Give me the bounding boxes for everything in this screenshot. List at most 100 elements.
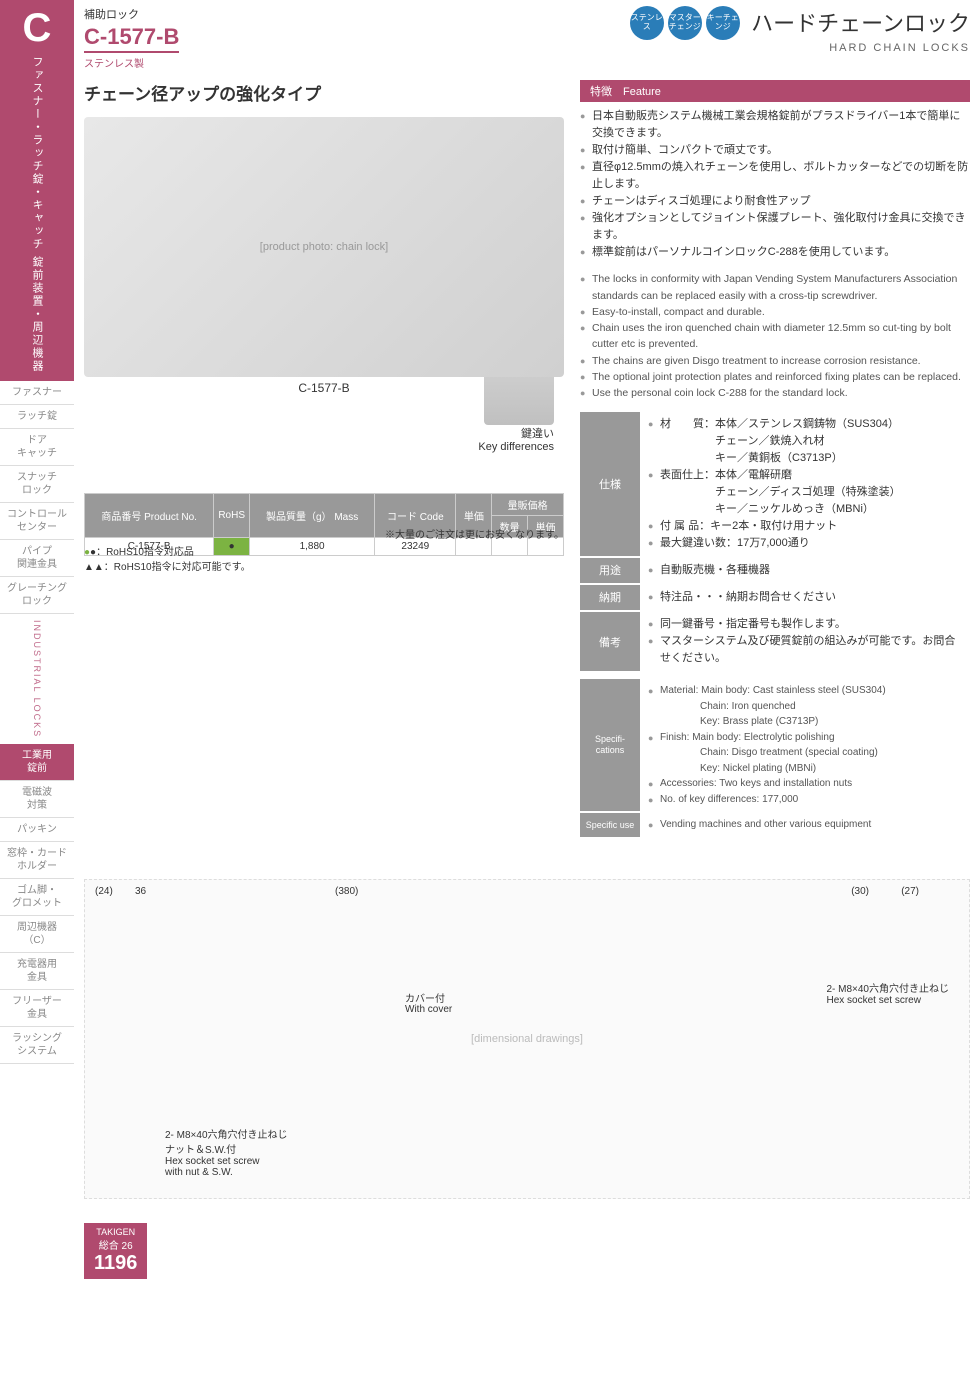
- spec-label: Specific use: [580, 813, 640, 837]
- sidebar-item[interactable]: ファスナー: [0, 381, 74, 405]
- spec-blocks-jp: 仕様材 質：本体／ステンレス鋼鋳物（SUS304） チェーン／鉄焼入れ材 キー／…: [580, 412, 970, 672]
- spec-item: マスターシステム及び硬質錠前の組込みが可能です。お問合せください。: [648, 633, 962, 667]
- sidebar-item[interactable]: ドア キャッチ: [0, 429, 74, 466]
- part-number: C-1577-B: [84, 24, 179, 53]
- section-text-jp: ファスナー・ラッチ錠・キャッチ 錠前装置・周辺機器: [29, 56, 45, 373]
- title-en: HARD CHAIN LOCKS: [524, 42, 970, 54]
- spec-item: Material: Main body: Cast stainless stee…: [648, 683, 962, 730]
- product-image: [product photo: chain lock]: [84, 117, 564, 377]
- spec-body: 自動販売機・各種機器: [640, 558, 970, 583]
- sidebar-item[interactable]: パイプ 関連金具: [0, 540, 74, 577]
- feature-item: 日本自動販売システム機械工業会規格錠前がプラスドライバー1本で簡単に交換できます…: [580, 108, 970, 142]
- th-bulk: 量販価格: [492, 494, 564, 516]
- feature-item: 取付け簡単、コンパクトで頑丈です。: [580, 142, 970, 159]
- headline: チェーン径アップの強化タイプ: [84, 80, 564, 105]
- sidebar-item[interactable]: ゴム脚・ グロメット: [0, 879, 74, 916]
- spec-body: 特注品・・・納期お問合せください: [640, 585, 970, 610]
- sidebar-item[interactable]: 窓枠・カード ホルダー: [0, 842, 74, 879]
- spec-block: 仕様材 質：本体／ステンレス鋼鋳物（SUS304） チェーン／鉄焼入れ材 キー／…: [580, 412, 970, 556]
- brand: TAKIGEN: [94, 1227, 137, 1237]
- spec-label: 納期: [580, 585, 640, 610]
- spec-label: 備考: [580, 612, 640, 671]
- feature-list-jp: 日本自動販売システム機械工業会規格錠前がプラスドライバー1本で簡単に交換できます…: [580, 108, 970, 261]
- spec-item: Accessories: Two keys and installation n…: [648, 776, 962, 792]
- spec-item: No. of key differences: 177,000: [648, 792, 962, 808]
- cover-label-jp: カバー付: [405, 990, 445, 1005]
- cover-label-en: With cover: [405, 1004, 452, 1015]
- feature-item-en: The chains are given Disgo treatment to …: [580, 353, 970, 369]
- spec-item: 特注品・・・納期お問合せください: [648, 589, 962, 606]
- sidebar-item[interactable]: パッキン: [0, 818, 74, 842]
- page-number: 1196: [94, 1252, 137, 1275]
- spec-item: 自動販売機・各種機器: [648, 562, 962, 579]
- badge: キーチェンジ: [706, 6, 740, 40]
- dim: (380): [335, 886, 358, 897]
- spec-label: 用途: [580, 558, 640, 583]
- dim: (27): [901, 886, 919, 897]
- spec-item: 材 質：本体／ステンレス鋼鋳物（SUS304） チェーン／鉄焼入れ材 キー／黄銅…: [648, 416, 962, 467]
- spec-block: 納期特注品・・・納期お問合せください: [580, 585, 970, 610]
- feature-header: 特徴 Feature: [580, 80, 970, 102]
- feature-list-en: The locks in conformity with Japan Vendi…: [580, 271, 970, 401]
- bulk-note: ※大量のご注文は更にお安くなります。: [84, 526, 564, 541]
- spec-item: 表面仕上：本体／電解研磨 チェーン／ディスゴ処理（特殊塗装） キー／ニッケルめっ…: [648, 467, 962, 518]
- spec-label: 仕様: [580, 412, 640, 556]
- material-label: ステンレス製: [84, 55, 504, 70]
- spec-body: Material: Main body: Cast stainless stee…: [640, 679, 970, 811]
- footer-section: 総合 26: [94, 1237, 137, 1252]
- page-badge: TAKIGEN 総合 26 1196: [84, 1223, 147, 1279]
- spec-block: 備考同一鍵番号・指定番号も製作します。マスターシステム及び硬質錠前の組込みが可能…: [580, 612, 970, 671]
- spec-item: 同一鍵番号・指定番号も製作します。: [648, 616, 962, 633]
- section-letter: C: [4, 8, 70, 48]
- sidebar-item[interactable]: ラッチ錠: [0, 405, 74, 429]
- spec-item: Finish: Main body: Electrolytic polishin…: [648, 730, 962, 777]
- spec-block: Specifi- cationsMaterial: Main body: Cas…: [580, 679, 970, 811]
- sidebar-item[interactable]: 電磁波 対策: [0, 781, 74, 818]
- feature-item: 直径φ12.5mmの焼入れチェーンを使用し、ボルトカッターなどでの切断を防止しま…: [580, 159, 970, 193]
- spec-body: Vending machines and other various equip…: [640, 813, 970, 837]
- note-hex-2: 2- M8×40六角穴付き止ねじ ナット＆S.W.付 Hex socket se…: [165, 1126, 288, 1178]
- sidebar-item[interactable]: ラッシング システム: [0, 1027, 74, 1064]
- sidebar-item[interactable]: グレーチング ロック: [0, 577, 74, 614]
- feature-item: チェーンはディスゴ処理により耐食性アップ: [580, 193, 970, 210]
- drawing-placeholder: [dimensional drawings]: [471, 1033, 583, 1045]
- feature-item: 強化オプションとしてジョイント保護プレート、強化取付け金具に交換できます。: [580, 210, 970, 244]
- feature-item: 標準錠前はパーソナルコインロックC-288を使用しています。: [580, 244, 970, 261]
- spec-item: 最大鍵違い数：17万7,000通り: [648, 535, 962, 552]
- spec-item: Vending machines and other various equip…: [648, 817, 962, 833]
- feature-item-en: The locks in conformity with Japan Vendi…: [580, 271, 970, 304]
- feature-item-en: The optional joint protection plates and…: [580, 369, 970, 385]
- dim: (24): [95, 886, 113, 897]
- sidebar: C ファスナー・ラッチ錠・キャッチ 錠前装置・周辺機器 ファスナーラッチ錠ドア …: [0, 0, 74, 1285]
- drawing-area: [dimensional drawings] (24) 36 (380) (30…: [84, 879, 970, 1199]
- dim: (30): [851, 886, 869, 897]
- sidebar-item[interactable]: スナッチ ロック: [0, 466, 74, 503]
- category-small: 補助ロック: [84, 6, 504, 22]
- sidebar-item[interactable]: 周辺機器 （C）: [0, 916, 74, 953]
- sidebar-item[interactable]: フリーザー 金具: [0, 990, 74, 1027]
- key-label-jp: 鍵違い: [84, 425, 564, 441]
- spec-block: 用途自動販売機・各種機器: [580, 558, 970, 583]
- note-hex-1: 2- M8×40六角穴付き止ねじ Hex socket set screw: [826, 980, 949, 1006]
- badge: マスターチェンジ: [668, 6, 702, 40]
- feature-item-en: Use the personal coin lock C-288 for the…: [580, 385, 970, 401]
- sidebar-header: C ファスナー・ラッチ錠・キャッチ 錠前装置・周辺機器: [0, 0, 74, 381]
- sidebar-item[interactable]: 充電器用 金具: [0, 953, 74, 990]
- spec-item: 付 属 品：キー2本・取付け用ナット: [648, 518, 962, 535]
- title-jp: ハードチェーンロック: [751, 6, 970, 38]
- sidebar-categories: ファスナーラッチ錠ドア キャッチスナッチ ロックコントロール センターパイプ 関…: [0, 381, 74, 1064]
- feature-item-en: Easy-to-install, compact and durable.: [580, 304, 970, 320]
- spec-body: 材 質：本体／ステンレス鋼鋳物（SUS304） チェーン／鉄焼入れ材 キー／黄銅…: [640, 412, 970, 556]
- spec-blocks-en: Specifi- cationsMaterial: Main body: Cas…: [580, 679, 970, 837]
- sidebar-item[interactable]: 工業用 錠前: [0, 744, 74, 781]
- spec-block: Specific use Vending machines and other v…: [580, 813, 970, 837]
- sidebar-item[interactable]: コントロール センター: [0, 503, 74, 540]
- badge: ステンレス: [630, 6, 664, 40]
- rohs-note-1: ●：RoHS10指令対応品: [90, 547, 194, 558]
- feature-item-en: Chain uses the iron quenched chain with …: [580, 320, 970, 353]
- spec-body: 同一鍵番号・指定番号も製作します。マスターシステム及び硬質錠前の組込みが可能です…: [640, 612, 970, 671]
- badge-row: ステンレスマスターチェンジキーチェンジ: [630, 6, 740, 40]
- spec-label: Specifi- cations: [580, 679, 640, 811]
- key-label-en: Key differences: [84, 441, 564, 453]
- sidebar-vert-label: INDUSTRIAL LOCKS: [32, 614, 42, 744]
